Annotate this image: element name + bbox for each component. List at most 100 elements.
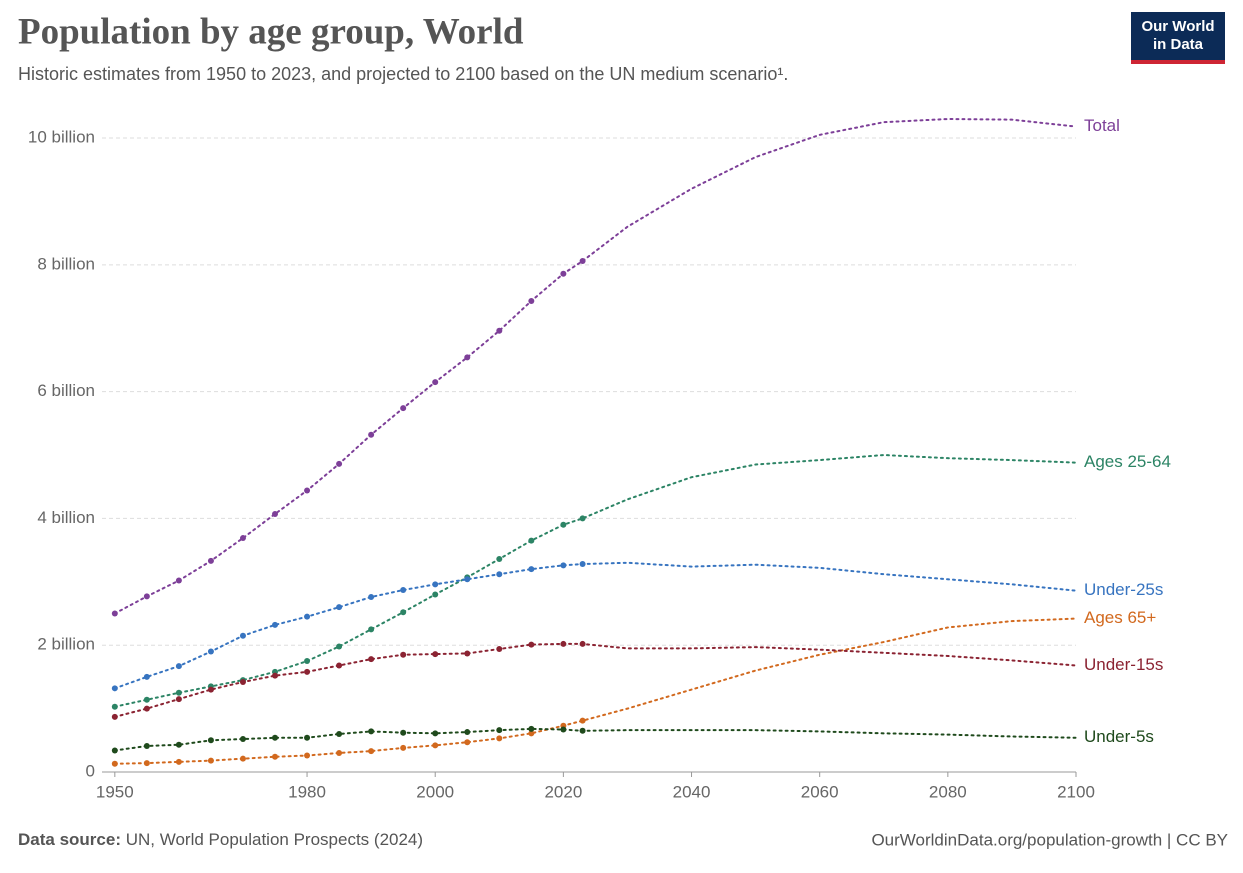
series-label: Under-25s <box>1084 580 1163 599</box>
data-point <box>175 689 182 696</box>
data-point <box>432 730 439 737</box>
credit[interactable]: OurWorldinData.org/population-growth | C… <box>871 830 1228 849</box>
x-tick-label: 2060 <box>801 782 839 801</box>
data-point <box>143 705 150 712</box>
data-point <box>239 736 246 743</box>
data-point <box>400 405 407 412</box>
data-point <box>304 613 311 620</box>
chart-subtitle: Historic estimates from 1950 to 2023, an… <box>18 64 788 84</box>
data-point <box>175 741 182 748</box>
y-tick-label: 6 billion <box>37 381 95 400</box>
series-line <box>113 117 1077 615</box>
logo-bar <box>1131 60 1225 64</box>
source-text: UN, World Population Prospects (2024) <box>126 830 423 849</box>
data-point <box>496 571 503 578</box>
data-point <box>464 729 471 736</box>
data-point <box>175 663 182 670</box>
data-point <box>496 646 503 653</box>
data-point <box>579 717 586 724</box>
data-point <box>304 668 311 675</box>
data-point <box>368 626 375 633</box>
data-point <box>464 739 471 746</box>
data-point <box>400 744 407 751</box>
data-point <box>528 297 535 304</box>
data-point <box>579 515 586 522</box>
data-point <box>239 535 246 542</box>
data-point <box>207 557 214 564</box>
data-point <box>239 755 246 762</box>
data-point <box>272 672 279 679</box>
series-label: Under-5s <box>1084 727 1154 746</box>
x-tick-label: 2020 <box>544 782 582 801</box>
series-line <box>113 727 1077 752</box>
series-label: Ages 65+ <box>1084 608 1156 627</box>
data-point <box>207 686 214 693</box>
data-point <box>432 581 439 588</box>
data-point <box>496 555 503 562</box>
data-point <box>400 587 407 594</box>
data-point <box>368 594 375 601</box>
data-point <box>111 703 118 710</box>
y-tick-label: 2 billion <box>37 635 95 654</box>
data-point <box>207 737 214 744</box>
data-point <box>207 757 214 764</box>
x-tick-label: 1980 <box>288 782 326 801</box>
data-point <box>368 656 375 663</box>
data-point <box>368 431 375 438</box>
logo-box <box>1131 12 1225 62</box>
series-line <box>113 561 1077 690</box>
data-point <box>304 487 311 494</box>
data-point <box>336 604 343 611</box>
data-point <box>207 648 214 655</box>
data-point <box>368 748 375 755</box>
series-label: Total <box>1084 116 1120 135</box>
data-point <box>272 753 279 760</box>
data-point <box>143 696 150 703</box>
data-point <box>272 510 279 517</box>
x-tick-label: 1950 <box>96 782 134 801</box>
data-point <box>560 270 567 277</box>
data-point <box>336 730 343 737</box>
data-point <box>111 610 118 617</box>
logo[interactable]: Our World in Data <box>1131 12 1225 64</box>
data-point <box>432 742 439 749</box>
data-point <box>496 735 503 742</box>
series-label: Ages 25-64 <box>1084 452 1171 471</box>
data-point <box>464 354 471 361</box>
data-point <box>528 725 535 732</box>
data-point <box>304 752 311 759</box>
data-point <box>239 678 246 685</box>
chart-title: Population by age group, World <box>18 11 524 52</box>
data-point <box>175 577 182 584</box>
x-tick-label: 2100 <box>1057 782 1095 801</box>
series-label: Under-15s <box>1084 655 1163 674</box>
data-point <box>368 728 375 735</box>
data-point <box>560 640 567 647</box>
data-point <box>560 562 567 569</box>
data-point <box>464 576 471 583</box>
data-point <box>528 641 535 648</box>
data-point <box>528 730 535 737</box>
data-point <box>336 643 343 650</box>
logo-text: Our World <box>1141 18 1214 35</box>
y-tick-label: 0 <box>86 761 95 780</box>
data-point <box>143 593 150 600</box>
data-point <box>400 729 407 736</box>
series-line <box>113 617 1077 765</box>
y-tick-label: 4 billion <box>37 508 95 527</box>
data-point <box>304 734 311 741</box>
data-point <box>579 258 586 265</box>
x-tick-label: 2080 <box>929 782 967 801</box>
series-line <box>113 642 1077 718</box>
data-point <box>143 760 150 767</box>
data-point <box>336 460 343 467</box>
data-point <box>304 658 311 665</box>
data-point <box>400 651 407 658</box>
series-line <box>113 454 1077 708</box>
data-point <box>579 561 586 568</box>
data-point <box>579 640 586 647</box>
data-point <box>528 537 535 544</box>
data-point <box>175 696 182 703</box>
data-point <box>579 727 586 734</box>
